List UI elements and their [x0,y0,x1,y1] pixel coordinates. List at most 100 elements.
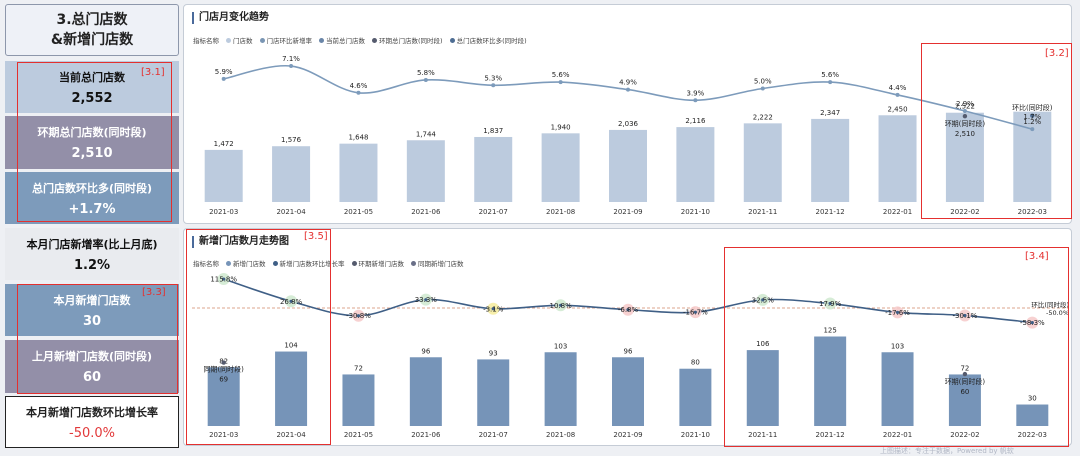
growth-point [222,277,226,281]
annotation-box-3-2 [921,43,1072,219]
legend-item[interactable]: 新增门店数 [226,258,266,268]
x-tick-label: 2021-05 [344,208,373,216]
kpi-ring-total: 环期总门店数(同时段) 2,510 [5,116,179,169]
bar [272,146,311,202]
x-tick-label: 2022-01 [883,208,912,216]
bar [612,357,644,426]
bar-label: 106 [756,340,770,348]
bar-label: 96 [624,347,633,355]
kpi-value: 30 [82,313,102,329]
rate-label: 5.0% [754,78,772,86]
bar-label: 2,222 [753,113,773,121]
legend-item[interactable]: 门店环比新增率 [259,35,312,45]
x-tick-label: 2022-01 [883,431,912,439]
kpi-new-growth: 本月新增门店数环比增长率 -50.0% [5,396,179,448]
legend-item[interactable]: 新增门店数环比增长率 [272,258,345,268]
bar [1013,111,1052,202]
kpi-value: -50.0% [69,425,115,441]
legend-item[interactable]: 环期总门店数(同时段) [372,35,443,45]
x-tick-label: 2021-10 [681,208,710,216]
kpi-value: 1.2% [73,257,111,273]
reference-value: -50.0% [1046,309,1069,317]
bar [339,143,378,202]
ring-period-marker [962,371,968,377]
section-title-line1: 3.总门店数 [56,12,128,28]
kpi-label: 当前总门店数 [59,70,125,84]
bar-label: 104 [284,342,298,350]
rate-point [558,80,563,85]
growth-point [828,301,832,306]
growth-point [559,303,563,307]
rate-point [828,80,833,85]
bar [609,129,647,202]
growth-label: 26.8% [280,298,303,306]
kpi-section-title: 3.总门店数 &新增门店数 [5,4,179,56]
bar [204,149,243,202]
growth-point [424,298,428,302]
new-store-panel: 新增门店数月走势图 指标名称 新增门店数 新增门店数环比增长率 环期新增门店数 … [183,228,1072,446]
annotation-box-3-1 [17,62,172,222]
legend-item[interactable]: 当前总门店数 [319,35,365,45]
rate-label: 3.9% [686,89,704,97]
x-tick-label: 2021-06 [411,208,441,216]
x-tick-label: 2021-11 [748,431,777,439]
kpi-label: 上月新增门店数(同时段) [31,350,153,363]
kpi-new-stores: 本月新增门店数 30 [5,284,179,336]
legend-item[interactable]: 环期新增门店数 [351,258,404,268]
bar-label: 72 [960,364,969,372]
bar [275,351,308,426]
growth-label: -17.6% [885,309,910,317]
bar [541,133,580,202]
bar-label: 80 [691,359,700,367]
x-tick-label: 2022-03 [1018,208,1047,216]
rate-label: 2.9% [956,100,974,108]
legend-item[interactable]: 同期新增门店数 [411,258,464,268]
ring-period-label: 环期(同时段) [945,119,986,128]
kpi-label: 环期总门店数(同时段) [37,126,147,139]
compare-value: 1.7% [1023,113,1041,121]
legend-item[interactable]: 总门店数环比多(同时段) [449,35,527,45]
chart-title: 门店月变化趋势 [192,12,269,24]
growth-label: 115.8% [210,276,237,284]
bar-label: 2,116 [685,117,706,125]
x-tick-label: 2021-10 [681,431,710,439]
x-tick-label: 2022-02 [950,208,979,216]
x-tick-label: 2021-05 [344,431,373,439]
legend-item[interactable]: 门店数 [226,35,253,45]
growth-label: -30.1% [953,312,978,320]
bar-label: 1,837 [483,127,503,135]
bar-label: 72 [354,364,363,372]
growth-point [761,298,765,302]
chart-title: 新增门店数月走势图 [192,236,289,248]
growth-point [289,299,293,303]
growth-point [626,308,630,312]
annotation-label-3-3: [3.3] [142,287,166,298]
bar [679,368,712,426]
kpi-value: 2,552 [71,90,113,106]
rate-point [289,64,294,69]
section-title-line2: &新增门店数 [50,32,134,48]
x-tick-label: 2021-07 [479,431,508,439]
compare-marker [1030,113,1035,118]
bar-label: 2,036 [618,120,639,128]
growth-point [491,307,495,311]
annotation-label-3-1: [3.1] [141,67,165,78]
rate-point [962,108,967,113]
growth-point [693,310,697,314]
annotation-box-3-3 [17,284,178,394]
rate-point [356,90,361,95]
x-tick-label: 2021-06 [411,431,441,439]
kpi-label: 本月新增门店数环比增长率 [26,405,158,419]
legend: 指标名称 门店数 门店环比新增率 当前总门店数 环期总门店数(同时段) 总门店数… [193,35,527,45]
x-tick-label: 2021-07 [479,208,508,216]
annotation-label-3-5: [3.5] [304,231,328,242]
legend-prefix: 指标名称 [193,260,219,268]
same-period-value: 69 [219,376,228,384]
rate-point [895,92,900,97]
rate-point [221,76,226,81]
bar-label: 125 [823,327,836,335]
bar [948,374,981,426]
bar [342,374,375,426]
x-tick-label: 2021-12 [816,208,845,216]
bar-label: 1,648 [348,134,368,142]
